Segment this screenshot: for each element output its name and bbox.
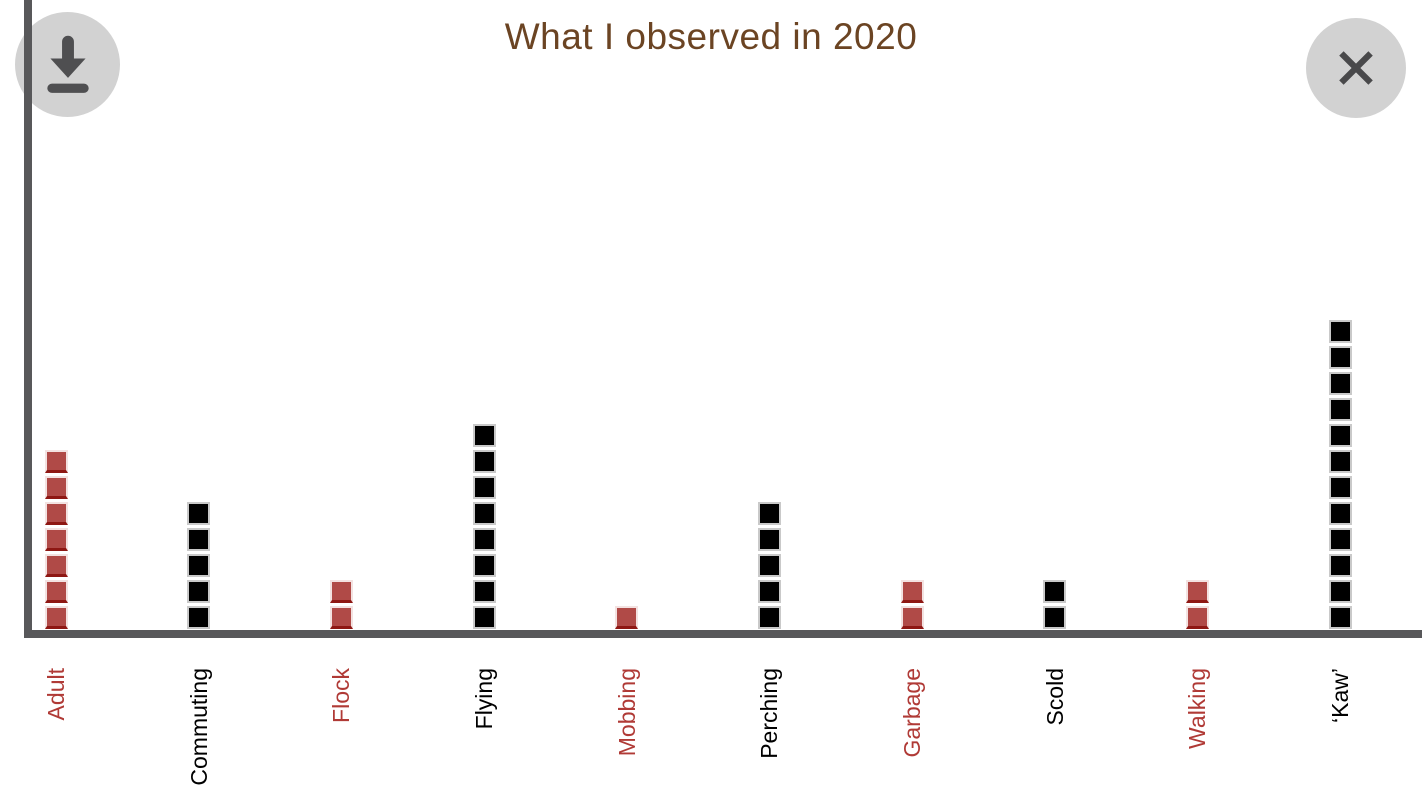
unit-square	[472, 580, 496, 603]
unit-square	[472, 528, 496, 551]
unit-square	[187, 554, 211, 577]
close-icon	[1339, 51, 1373, 85]
x-axis-label: Mobbing	[613, 668, 640, 757]
unit-square	[472, 450, 496, 473]
unit-square	[1328, 554, 1352, 577]
unit-square	[1328, 528, 1352, 551]
unit-square	[1043, 580, 1067, 603]
x-axis	[24, 630, 1422, 638]
unit-square	[1185, 606, 1209, 629]
unit-square	[1328, 580, 1352, 603]
unit-square	[757, 502, 781, 525]
unit-square	[187, 580, 211, 603]
unit-square	[1328, 372, 1352, 395]
close-button[interactable]	[1306, 18, 1406, 118]
chart-column	[1328, 320, 1352, 629]
unit-square	[757, 606, 781, 629]
unit-square	[187, 528, 211, 551]
chart-column	[187, 502, 211, 629]
unit-square	[757, 580, 781, 603]
unit-square	[187, 502, 211, 525]
x-axis-label: Scold	[1041, 668, 1068, 726]
x-axis-label: ‘Kaw’	[1327, 668, 1354, 723]
unit-square	[757, 528, 781, 551]
unit-square	[472, 476, 496, 499]
x-axis-label: Garbage	[899, 668, 926, 758]
unit-square	[615, 606, 639, 629]
unit-square	[329, 580, 353, 603]
unit-square	[44, 580, 68, 603]
unit-square	[757, 554, 781, 577]
download-button[interactable]	[15, 12, 120, 117]
chart-column	[329, 580, 353, 629]
chart-column	[1043, 580, 1067, 629]
unit-square	[1043, 606, 1067, 629]
unit-square	[472, 554, 496, 577]
chart-column	[44, 450, 68, 629]
unit-square	[44, 450, 68, 473]
unit-square	[1328, 346, 1352, 369]
chart-column	[757, 502, 781, 629]
x-axis-label: Flock	[328, 668, 355, 723]
unit-square	[900, 606, 924, 629]
unit-square	[187, 606, 211, 629]
unit-square	[329, 606, 353, 629]
chart-column	[900, 580, 924, 629]
unit-square	[1328, 320, 1352, 343]
unit-square	[44, 554, 68, 577]
unit-square	[1185, 580, 1209, 603]
x-axis-label: Perching	[756, 668, 783, 759]
download-icon	[46, 35, 89, 93]
unit-square	[1328, 502, 1352, 525]
unit-square	[1328, 450, 1352, 473]
x-axis-label: Walking	[1184, 668, 1211, 749]
unit-square	[900, 580, 924, 603]
unit-square	[44, 606, 68, 629]
unit-square	[472, 606, 496, 629]
chart-column	[615, 606, 639, 629]
unit-square	[1328, 476, 1352, 499]
chart-column	[1185, 580, 1209, 629]
unit-square	[472, 424, 496, 447]
x-axis-label: Adult	[43, 668, 69, 721]
chart-title: What I observed in 2020	[504, 16, 918, 57]
unit-square	[1328, 398, 1352, 421]
unit-square	[472, 502, 496, 525]
chart-column	[472, 424, 496, 629]
unit-square	[44, 502, 68, 525]
x-axis-label: Flying	[471, 668, 497, 730]
unit-square	[1328, 606, 1352, 629]
unit-square	[1328, 424, 1352, 447]
x-axis-label: Commuting	[185, 668, 212, 786]
unit-square	[44, 528, 68, 551]
y-axis	[24, 0, 32, 638]
unit-square	[44, 476, 68, 499]
